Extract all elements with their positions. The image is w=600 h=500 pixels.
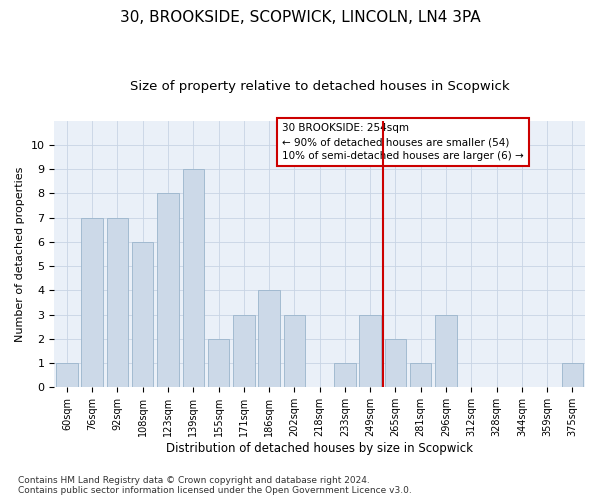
Bar bbox=[562, 363, 583, 388]
Bar bbox=[284, 314, 305, 388]
Title: Size of property relative to detached houses in Scopwick: Size of property relative to detached ho… bbox=[130, 80, 509, 93]
Bar bbox=[410, 363, 431, 388]
Bar bbox=[182, 169, 204, 388]
Text: Contains HM Land Registry data © Crown copyright and database right 2024.
Contai: Contains HM Land Registry data © Crown c… bbox=[18, 476, 412, 495]
Bar bbox=[132, 242, 154, 388]
Y-axis label: Number of detached properties: Number of detached properties bbox=[15, 166, 25, 342]
Bar bbox=[259, 290, 280, 388]
Bar bbox=[82, 218, 103, 388]
Text: 30, BROOKSIDE, SCOPWICK, LINCOLN, LN4 3PA: 30, BROOKSIDE, SCOPWICK, LINCOLN, LN4 3P… bbox=[119, 10, 481, 25]
Bar bbox=[208, 339, 229, 388]
Bar bbox=[435, 314, 457, 388]
Text: 30 BROOKSIDE: 254sqm
← 90% of detached houses are smaller (54)
10% of semi-detac: 30 BROOKSIDE: 254sqm ← 90% of detached h… bbox=[283, 123, 524, 161]
Bar bbox=[56, 363, 77, 388]
Bar bbox=[334, 363, 356, 388]
Bar bbox=[385, 339, 406, 388]
Bar bbox=[359, 314, 381, 388]
Bar bbox=[157, 194, 179, 388]
Bar bbox=[233, 314, 254, 388]
Bar bbox=[107, 218, 128, 388]
X-axis label: Distribution of detached houses by size in Scopwick: Distribution of detached houses by size … bbox=[166, 442, 473, 455]
